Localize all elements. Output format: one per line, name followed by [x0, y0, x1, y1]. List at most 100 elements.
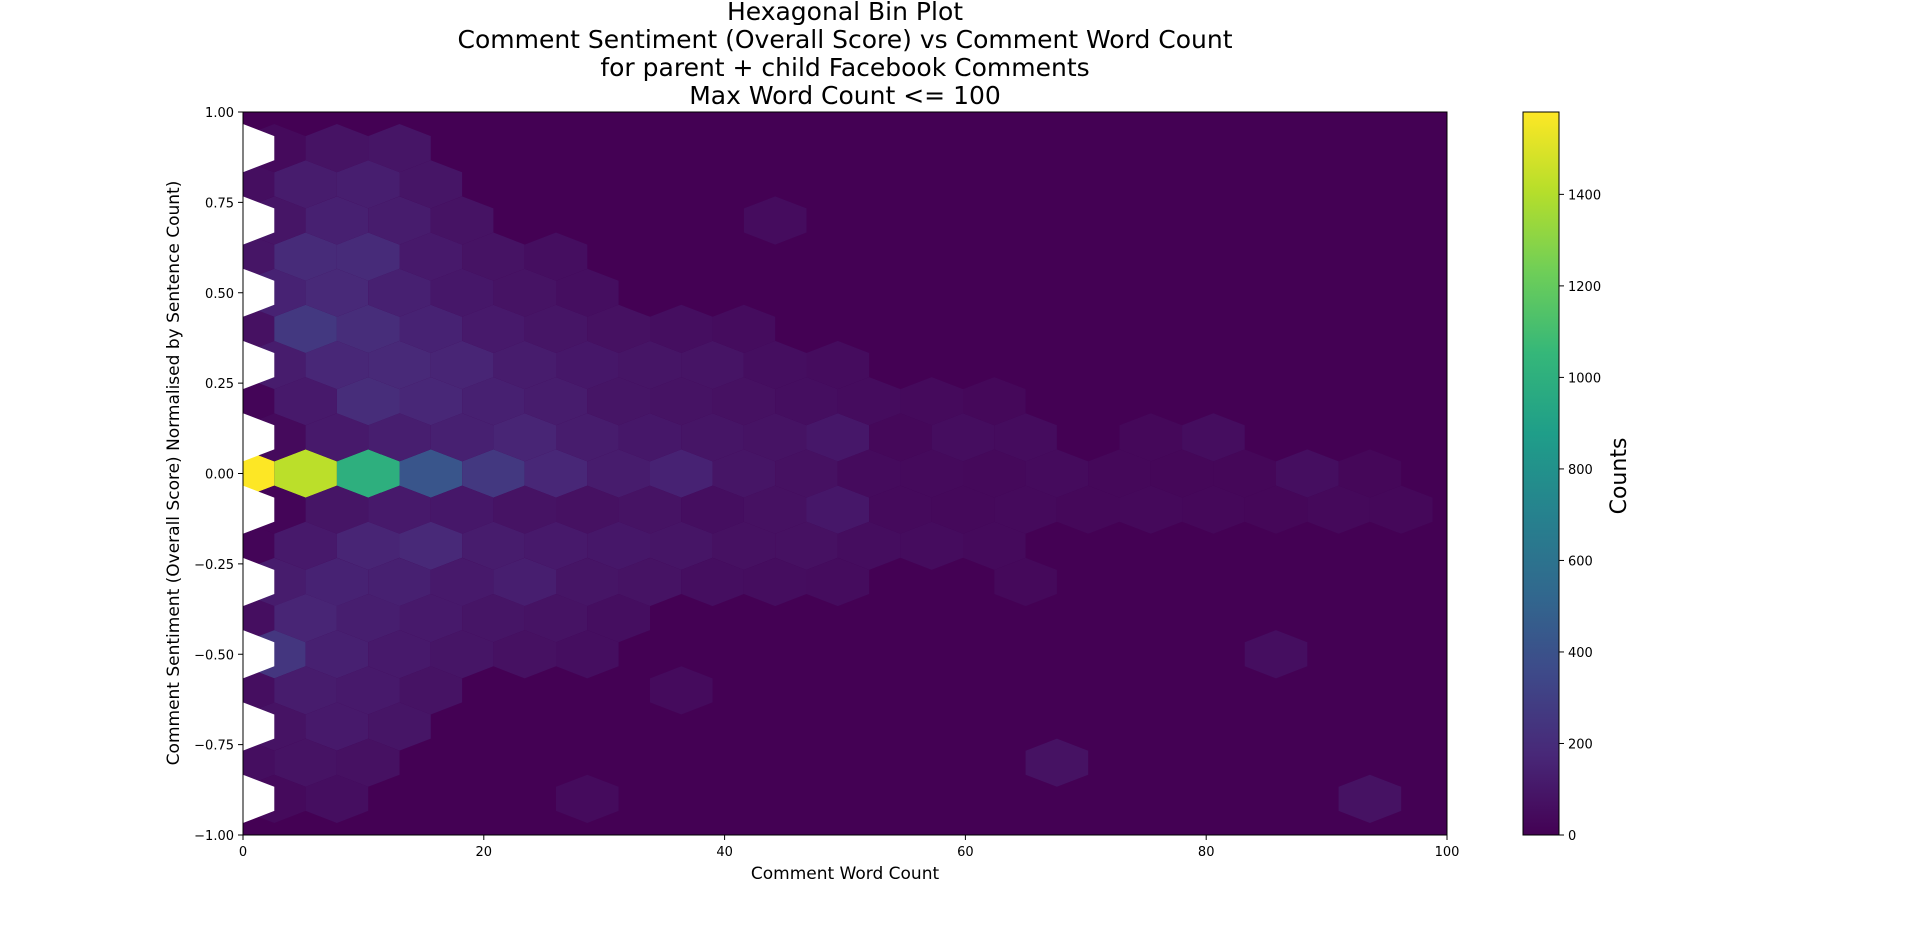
- hex-bin: [399, 521, 463, 570]
- hex-bin: [368, 557, 431, 607]
- hex-bin: [1369, 485, 1433, 534]
- hex-bin: [274, 232, 337, 281]
- hex-bin: [243, 377, 275, 426]
- hex-bin: [462, 304, 525, 353]
- hex-bin: [399, 449, 463, 498]
- hex-bin: [399, 377, 463, 426]
- y-tick-label: 1.00: [205, 106, 234, 121]
- hex-bin: [524, 232, 588, 281]
- hex-bin: [681, 340, 744, 390]
- hex-bin: [900, 449, 963, 498]
- hex-bin: [274, 521, 337, 570]
- hex-bin: [556, 485, 619, 534]
- hex-bin: [869, 485, 932, 534]
- hex-bin: [336, 160, 400, 209]
- hex-bin: [587, 377, 650, 426]
- hex-bin: [650, 377, 713, 426]
- x-tick-label: 60: [957, 845, 974, 860]
- hex-bin: [1119, 413, 1183, 462]
- colorbar-ticks: 0 200 400 600 800 1000 1200 1400: [1559, 188, 1601, 844]
- hex-bin-empty: [243, 774, 275, 823]
- hex-bin: [1244, 630, 1308, 679]
- hex-bin: [963, 377, 1026, 426]
- hex-bin: [462, 377, 525, 426]
- hex-bin: [1182, 485, 1245, 534]
- hex-bin: [837, 521, 901, 570]
- title-line-2: Comment Sentiment (Overall Score) vs Com…: [457, 25, 1232, 54]
- hex-bin: [493, 413, 556, 462]
- x-axis: 0 20 40 60 80 100: [239, 835, 1460, 860]
- hex-bin: [743, 413, 807, 462]
- hex-bin: [1150, 449, 1214, 498]
- hex-bin: [775, 449, 838, 498]
- hex-bin: [556, 557, 619, 607]
- y-tick-label: −1.00: [194, 829, 234, 844]
- hex-bin: [524, 449, 588, 498]
- x-tick-label: 0: [239, 845, 247, 860]
- hex-bin: [837, 449, 901, 498]
- hex-bin-empty: [243, 413, 275, 462]
- hex-bin-empty: [243, 124, 275, 173]
- hex-bin: [274, 738, 337, 787]
- hex-bin: [243, 521, 275, 570]
- hex-bin: [994, 485, 1057, 534]
- hex-bin: [368, 413, 431, 462]
- hex-bin: [743, 340, 807, 390]
- hex-bin: [712, 521, 776, 570]
- hex-bin: [1307, 485, 1370, 534]
- hex-bin: [462, 521, 525, 570]
- hex-bin: [681, 413, 744, 462]
- hex-bin-empty: [243, 340, 275, 390]
- hex-bin: [806, 413, 870, 462]
- colorbar-tick-label: 0: [1568, 829, 1576, 844]
- hex-bin: [274, 594, 337, 643]
- hex-bin: [1276, 449, 1339, 498]
- hex-bin: [493, 485, 556, 534]
- colorbar-tick-label: 1000: [1568, 371, 1601, 386]
- hex-bin: [368, 268, 431, 317]
- hex-bin: [430, 268, 494, 317]
- colorbar-label: Counts: [1607, 438, 1632, 515]
- hex-bin-empty: [243, 485, 275, 534]
- hex-bin: [243, 304, 275, 353]
- hex-bin: [336, 377, 400, 426]
- x-tick-label: 40: [716, 845, 733, 860]
- hex-bin: [1025, 738, 1089, 787]
- hex-bin: [243, 738, 275, 787]
- hex-bin: [1244, 485, 1308, 534]
- y-tick-label: 0.75: [205, 196, 234, 211]
- hex-bin: [243, 232, 275, 281]
- hex-bin: [524, 377, 588, 426]
- hex-bin: [1338, 449, 1402, 498]
- y-axis: 1.00 0.75 0.50 0.25 0.00 −0.25 −0.50 −0.75 −1.00: [194, 106, 243, 844]
- hex-bin: [305, 485, 369, 534]
- x-tick-label: 20: [476, 845, 493, 860]
- y-axis-label: Comment Sentiment (Overall Score) Normal…: [164, 181, 184, 766]
- hex-bin: [1119, 485, 1183, 534]
- hexbin-layer: [243, 124, 1433, 823]
- hex-bin: [430, 340, 494, 390]
- colorbar-tick-label: 1400: [1568, 188, 1601, 203]
- colorbar-tick-label: 800: [1568, 463, 1593, 478]
- x-axis-label: Comment Word Count: [751, 864, 940, 884]
- hex-bin: [681, 557, 744, 607]
- hex-bin: [305, 196, 369, 245]
- hex-bin-empty: [243, 557, 275, 607]
- hex-bin: [618, 557, 682, 607]
- hex-bin: [931, 413, 995, 462]
- hex-bin: [556, 413, 619, 462]
- hex-bin: [556, 774, 619, 823]
- hex-bin: [931, 485, 995, 534]
- x-tick-label: 100: [1435, 845, 1460, 860]
- hex-bin: [493, 340, 556, 390]
- hex-bin: [305, 774, 369, 823]
- hex-bin: [368, 124, 431, 173]
- hex-bin: [274, 304, 337, 353]
- hex-bin: [368, 196, 431, 245]
- hex-bin: [775, 377, 838, 426]
- hex-bin: [650, 449, 713, 498]
- colorbar-tick-label: 200: [1568, 737, 1593, 752]
- hex-bin: [462, 594, 525, 643]
- hex-bin: [430, 413, 494, 462]
